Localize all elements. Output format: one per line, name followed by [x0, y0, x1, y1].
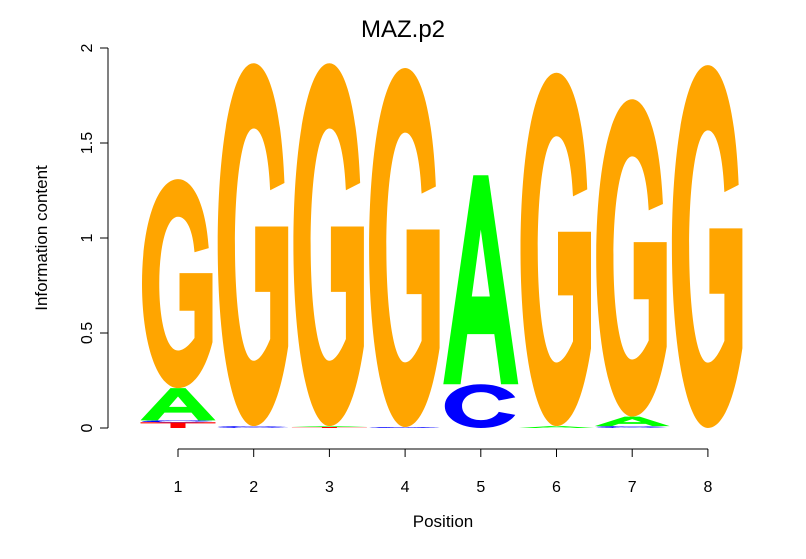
logo-letter-c [369, 427, 440, 428]
logo-letters [140, 63, 743, 428]
logo-letter-g [671, 65, 743, 428]
x-tick-label: 2 [249, 479, 258, 496]
x-tick-label: 8 [703, 479, 712, 496]
y-tick-label: 0.5 [79, 322, 96, 344]
logo-letter-g [596, 99, 667, 417]
x-tick-label: 6 [552, 479, 561, 496]
logo-letter-t [291, 427, 367, 428]
y-tick-label: 2 [79, 43, 96, 52]
x-tick-label: 5 [476, 479, 485, 496]
logo-letter-g [520, 72, 591, 427]
x-tick-label: 1 [174, 479, 183, 496]
logo-letter-c [217, 426, 289, 428]
x-tick-label: 3 [325, 479, 334, 496]
y-axis-title: Information content [32, 165, 51, 311]
logo-letter-a [443, 175, 519, 385]
logo-letter-a [291, 426, 367, 428]
x-axis-title: Position [413, 512, 473, 531]
y-tick-label: 1.5 [79, 132, 96, 154]
logo-letter-g [217, 63, 289, 427]
x-tick-label: 7 [628, 479, 637, 496]
y-tick-label: 1 [79, 233, 96, 242]
logo-letter-g [369, 67, 440, 428]
x-tick-label: 4 [401, 479, 410, 496]
logo-letter-c [142, 420, 213, 423]
y-tick-label: 0 [79, 423, 96, 432]
logo-letter-t [140, 422, 216, 428]
chart-title: MAZ.p2 [361, 16, 445, 43]
x-axis: 1 2 3 4 5 6 7 8 [174, 448, 712, 496]
logo-letter-a [594, 416, 670, 427]
logo-letter-a [519, 426, 594, 428]
logo-letter-c [444, 384, 516, 428]
logo-letter-g [142, 179, 213, 389]
logo-letter-g [293, 63, 364, 427]
logo-letter-a [140, 388, 216, 421]
y-axis: 0 0.5 1 1.5 2 [79, 43, 109, 432]
logo-letter-c [596, 426, 667, 428]
